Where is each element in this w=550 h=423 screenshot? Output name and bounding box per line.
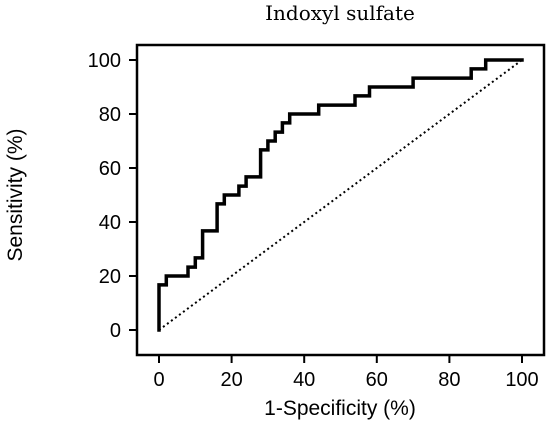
chart-title: Indoxyl sulfate: [265, 1, 415, 25]
y-tick-label: 0: [110, 320, 121, 342]
roc-curve-line: [157, 58, 524, 332]
x-axis: 0 20 40 60 80 100: [153, 355, 539, 391]
y-tick-label: 100: [88, 50, 121, 72]
x-tick-label: 40: [293, 369, 315, 391]
y-tick-label: 80: [99, 104, 121, 126]
x-tick-label: 80: [438, 369, 460, 391]
y-axis: 0 20 40 60 80 100: [88, 50, 137, 342]
x-axis-title: 1-Specificity (%): [264, 397, 416, 420]
x-tick-label: 20: [220, 369, 242, 391]
x-tick-label: 100: [505, 369, 538, 391]
y-tick-label: 40: [99, 212, 121, 234]
y-tick-label: 60: [99, 158, 121, 180]
x-tick-label: 0: [153, 369, 164, 391]
x-tick-label: 60: [366, 369, 388, 391]
y-axis-title: Sensitivity (%): [4, 128, 27, 261]
reference-diagonal-line: [158, 59, 523, 331]
plot-frame: [135, 43, 546, 357]
y-tick-label: 20: [99, 266, 121, 288]
